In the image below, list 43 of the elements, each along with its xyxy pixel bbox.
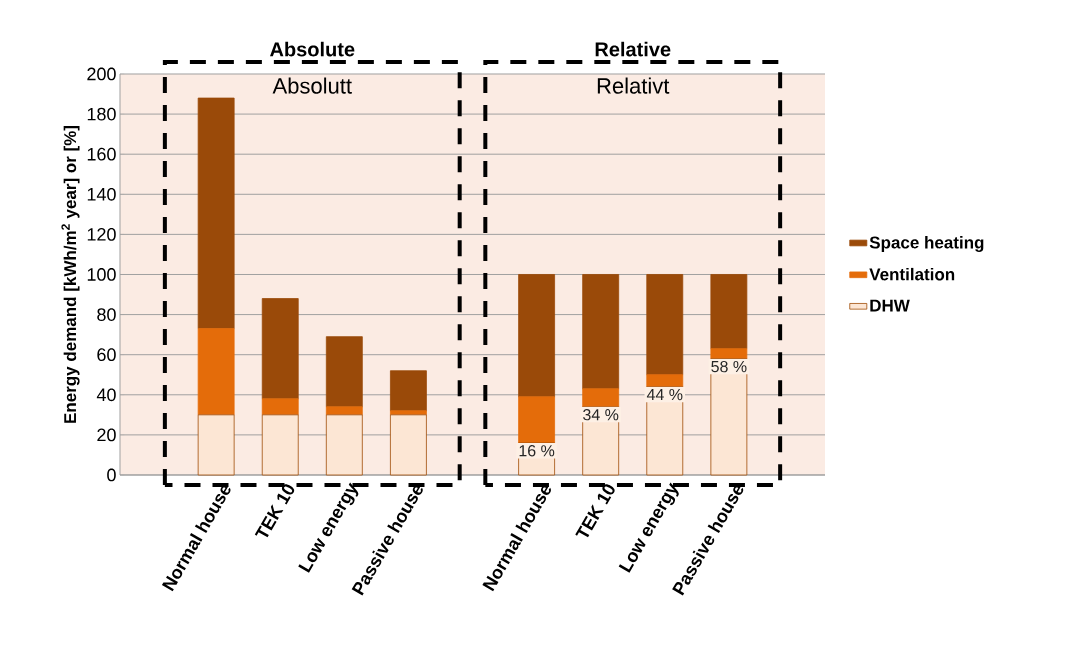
- y-tick-label: 0: [107, 468, 116, 482]
- y-tick-label: 80: [97, 308, 116, 321]
- bar: [197, 97, 235, 330]
- data-label: 16 %: [519, 445, 555, 457]
- annotation: Relativt: [597, 77, 670, 94]
- legend-label: Space heating: [869, 236, 984, 252]
- bar: [197, 414, 235, 476]
- bar: [710, 358, 748, 476]
- y-tick-label: 40: [96, 388, 116, 402]
- data-label: 34 %: [583, 409, 619, 421]
- bar: [646, 374, 684, 388]
- bar: [325, 336, 363, 408]
- legend-label: DHW: [870, 299, 910, 312]
- text: Relative: [595, 41, 671, 57]
- y-tick-label: 140: [87, 187, 116, 201]
- data-label: 44 %: [646, 388, 683, 401]
- bar: [518, 396, 555, 444]
- y-tick-label: 180: [87, 107, 116, 121]
- text: Absolute: [270, 41, 355, 57]
- bar: [390, 370, 427, 412]
- y-axis-title: Energy demand [kWh/m$^{2}$ year] or [%]: [61, 125, 80, 423]
- y-tick-label: 200: [87, 67, 116, 81]
- bar: [710, 348, 748, 360]
- y-tick-label: 20: [97, 428, 116, 442]
- bar: [582, 388, 620, 408]
- bar: [325, 406, 363, 416]
- bar: [197, 328, 235, 416]
- bar: [261, 298, 299, 400]
- bar: [261, 414, 299, 476]
- bar: [518, 274, 555, 398]
- y-tick-label: 120: [87, 228, 116, 241]
- bar: [582, 274, 620, 390]
- y-tick-label: 100: [87, 268, 116, 281]
- bar: [390, 414, 427, 476]
- data-label: 58 %: [711, 360, 747, 373]
- bar: [325, 414, 363, 476]
- bar: [710, 274, 748, 350]
- annotation: Absolutt: [272, 77, 352, 94]
- bar: [646, 274, 684, 376]
- y-tick-label: 60: [97, 348, 116, 362]
- y-tick-label: 160: [87, 147, 116, 161]
- bar: [261, 398, 299, 416]
- legend-label: Ventilation: [869, 267, 955, 281]
